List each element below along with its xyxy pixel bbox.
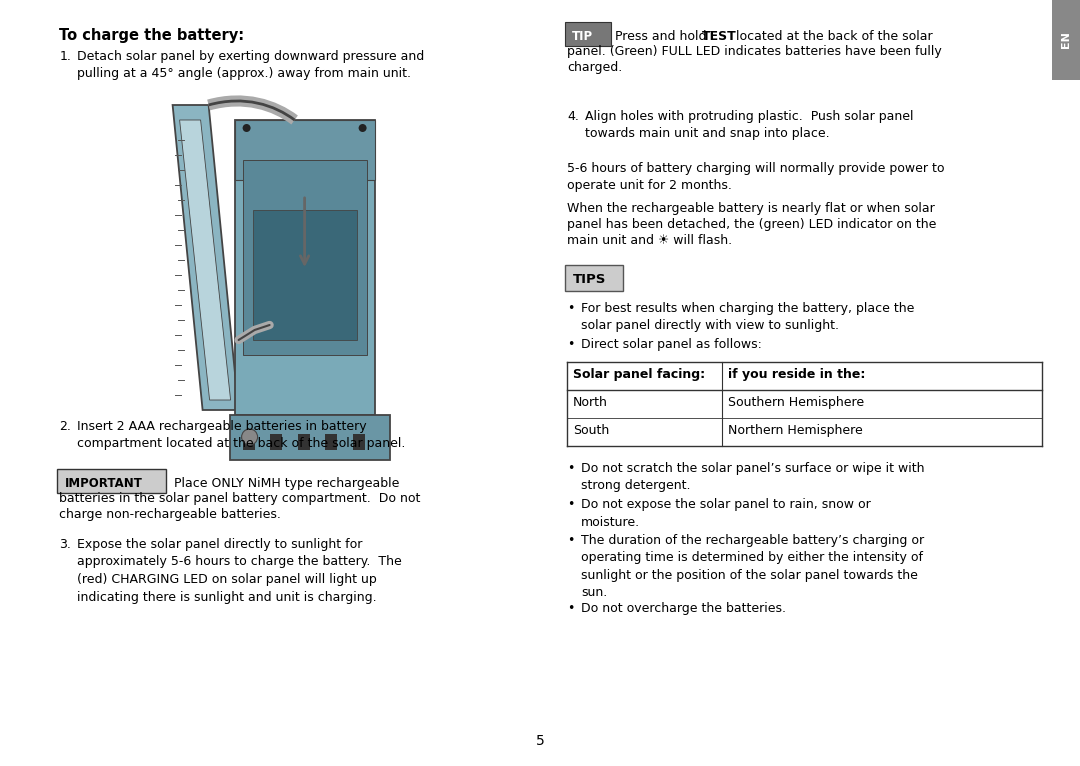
Circle shape: [243, 124, 251, 132]
Text: charged.: charged.: [567, 61, 622, 74]
Text: Do not expose the solar panel to rain, snow or
moisture.: Do not expose the solar panel to rain, s…: [581, 498, 870, 529]
Bar: [230, 415, 390, 460]
Text: Northern Hemisphere: Northern Hemisphere: [728, 424, 863, 437]
Text: To charge the battery:: To charge the battery:: [59, 28, 244, 43]
Text: Place ONLY NiMH type rechargeable: Place ONLY NiMH type rechargeable: [171, 477, 400, 490]
Text: North: North: [573, 396, 608, 409]
Text: panel. (Green) FULL LED indicates batteries have been fully: panel. (Green) FULL LED indicates batter…: [567, 45, 942, 58]
Bar: [270, 434, 282, 450]
Text: charge non-rechargeable batteries.: charge non-rechargeable batteries.: [59, 508, 281, 521]
Text: 5: 5: [536, 734, 544, 748]
Text: located at the back of the solar: located at the back of the solar: [732, 30, 933, 43]
Text: 1.: 1.: [59, 50, 71, 63]
Text: Detach solar panel by exerting downward pressure and
pulling at a 45° angle (app: Detach solar panel by exerting downward …: [78, 50, 424, 80]
Text: batteries in the solar panel battery compartment.  Do not: batteries in the solar panel battery com…: [59, 492, 421, 505]
Text: South: South: [573, 424, 609, 437]
FancyBboxPatch shape: [565, 22, 611, 46]
Text: if you reside in the:: if you reside in the:: [728, 368, 865, 381]
Text: 2.: 2.: [59, 420, 71, 433]
Bar: [325, 434, 337, 450]
Bar: [234, 120, 375, 415]
Circle shape: [242, 429, 258, 445]
Bar: [298, 434, 310, 450]
Text: TIPS: TIPS: [573, 273, 606, 286]
Bar: [1052, 0, 1080, 80]
Polygon shape: [179, 120, 231, 400]
Text: •: •: [567, 498, 575, 511]
Text: Do not overcharge the batteries.: Do not overcharge the batteries.: [581, 602, 786, 615]
Bar: [352, 434, 365, 450]
Text: main unit and ☀ will flash.: main unit and ☀ will flash.: [567, 234, 732, 247]
Text: •: •: [567, 302, 575, 315]
Text: TIP: TIP: [572, 30, 593, 43]
Text: •: •: [567, 534, 575, 547]
Text: 4.: 4.: [567, 110, 579, 123]
Text: Southern Hemisphere: Southern Hemisphere: [728, 396, 864, 409]
Text: The duration of the rechargeable battery’s charging or
operating time is determi: The duration of the rechargeable battery…: [581, 534, 924, 600]
Text: EN: EN: [1061, 31, 1071, 48]
Bar: [253, 210, 356, 340]
Text: Press and hold: Press and hold: [615, 30, 711, 43]
Bar: [243, 434, 255, 450]
Text: Direct solar panel as follows:: Direct solar panel as follows:: [581, 338, 761, 351]
Text: Align holes with protruding plastic.  Push solar panel
towards main unit and sna: Align holes with protruding plastic. Pus…: [585, 110, 914, 140]
Text: panel has been detached, the (green) LED indicator on the: panel has been detached, the (green) LED…: [567, 218, 936, 231]
Bar: [243, 160, 366, 355]
Bar: [234, 120, 375, 180]
Circle shape: [359, 124, 366, 132]
Text: When the rechargeable battery is nearly flat or when solar: When the rechargeable battery is nearly …: [567, 202, 935, 215]
Text: •: •: [567, 462, 575, 475]
Text: For best results when charging the battery, place the
solar panel directly with : For best results when charging the batte…: [581, 302, 915, 332]
FancyBboxPatch shape: [565, 265, 623, 291]
Text: Expose the solar panel directly to sunlight for
approximately 5-6 hours to charg: Expose the solar panel directly to sunli…: [78, 538, 402, 604]
Text: Solar panel facing:: Solar panel facing:: [573, 368, 705, 381]
Text: •: •: [567, 602, 575, 615]
Text: 5-6 hours of battery charging will normally provide power to
operate unit for 2 : 5-6 hours of battery charging will norma…: [567, 162, 945, 192]
FancyBboxPatch shape: [57, 469, 166, 493]
Text: Do not scratch the solar panel’s surface or wipe it with
strong detergent.: Do not scratch the solar panel’s surface…: [581, 462, 924, 493]
Polygon shape: [173, 105, 239, 410]
Text: IMPORTANT: IMPORTANT: [65, 477, 143, 490]
Text: •: •: [567, 338, 575, 351]
Text: Insert 2 AAA rechargeable batteries in battery
compartment located at the back o: Insert 2 AAA rechargeable batteries in b…: [78, 420, 406, 450]
Text: TEST: TEST: [702, 30, 737, 43]
Text: 3.: 3.: [59, 538, 71, 551]
